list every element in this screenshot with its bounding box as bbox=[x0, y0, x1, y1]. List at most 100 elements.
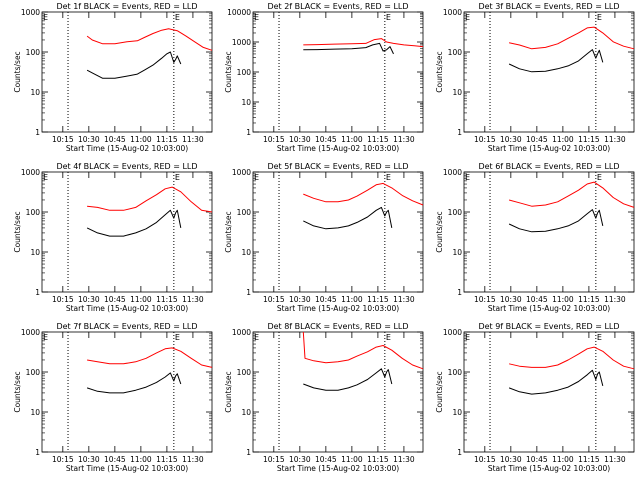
detector-panel: Det 4f BLACK = Events, RED = LLD 1 10 100 10… bbox=[13, 162, 213, 313]
interval-marker-label: E bbox=[597, 333, 602, 342]
x-tick-label: 10:30 bbox=[500, 295, 522, 304]
plot-frame bbox=[463, 11, 635, 133]
interval-marker-label: E bbox=[43, 13, 48, 22]
y-tick-label: 100 bbox=[237, 68, 252, 77]
x-axis-label: Start Time (15-Aug-02 10:03:00) bbox=[488, 144, 610, 153]
y-tick-label: 1000 bbox=[21, 168, 40, 177]
events-series-line bbox=[86, 51, 182, 79]
y-tick-label: 1 bbox=[457, 448, 462, 457]
events-series-line bbox=[86, 209, 182, 237]
x-tick-label: 11:00 bbox=[130, 135, 152, 144]
detector-panel: Det 3f BLACK = Events, RED = LLD 1 10 100 10… bbox=[435, 2, 635, 153]
plot-frame bbox=[41, 331, 213, 453]
x-axis-label: Start Time (15-Aug-02 10:03:00) bbox=[277, 304, 399, 313]
y-tick-label: 100 bbox=[448, 48, 463, 57]
y-tick-label: 10 bbox=[30, 408, 40, 417]
panel-title: Det 6f BLACK = Events, RED = LLD bbox=[478, 162, 619, 171]
x-axis-label: Start Time (15-Aug-02 10:03:00) bbox=[66, 144, 188, 153]
detector-panel: Det 1f BLACK = Events, RED = LLD 1 10 100 10… bbox=[13, 2, 213, 153]
plot-frame bbox=[463, 171, 635, 293]
plot-frame bbox=[252, 331, 424, 453]
y-tick-label: 10 bbox=[452, 408, 462, 417]
plot-frame bbox=[252, 11, 424, 133]
y-tick-label: 1000 bbox=[443, 8, 462, 17]
events-series-line bbox=[303, 42, 394, 55]
interval-marker-label: E bbox=[386, 13, 391, 22]
y-tick-label: 1 bbox=[457, 288, 462, 297]
panel-title: Det 1f BLACK = Events, RED = LLD bbox=[56, 2, 197, 11]
x-tick-label: 11:30 bbox=[182, 455, 204, 464]
plot-frame bbox=[252, 171, 424, 293]
detector-panel: Det 9f BLACK = Events, RED = LLD 1 10 100 10… bbox=[435, 322, 635, 473]
y-axis-label: Counts/sec bbox=[13, 51, 22, 92]
x-tick-label: 11:00 bbox=[130, 455, 152, 464]
x-tick-label: 10:30 bbox=[289, 295, 311, 304]
panel-title: Det 3f BLACK = Events, RED = LLD bbox=[478, 2, 619, 11]
interval-marker-label: E bbox=[254, 173, 259, 182]
lld-series-line bbox=[508, 346, 635, 370]
events-series-line bbox=[86, 372, 182, 394]
x-tick-label: 10:30 bbox=[500, 135, 522, 144]
x-tick-label: 11:30 bbox=[182, 295, 204, 304]
y-tick-label: 1 bbox=[35, 128, 40, 137]
interval-marker-label: E bbox=[254, 13, 259, 22]
x-tick-label: 10:45 bbox=[526, 295, 548, 304]
x-tick-label: 10:45 bbox=[104, 135, 126, 144]
x-tick-label: 10:45 bbox=[526, 135, 548, 144]
y-tick-label: 1000 bbox=[232, 168, 251, 177]
y-tick-label: 10 bbox=[30, 88, 40, 97]
y-axis-label: Counts/sec bbox=[13, 211, 22, 252]
x-tick-label: 11:30 bbox=[393, 295, 415, 304]
y-tick-label: 1 bbox=[246, 288, 251, 297]
events-series-line bbox=[508, 209, 604, 233]
y-axis-label: Counts/sec bbox=[224, 51, 233, 92]
x-tick-label: 11:15 bbox=[156, 135, 178, 144]
events-series-line bbox=[303, 206, 393, 230]
y-tick-label: 10000 bbox=[227, 8, 251, 17]
x-tick-label: 11:00 bbox=[341, 135, 363, 144]
x-tick-label: 10:15 bbox=[474, 295, 496, 304]
y-tick-label: 10 bbox=[30, 248, 40, 257]
x-tick-label: 11:30 bbox=[604, 135, 626, 144]
x-tick-label: 11:15 bbox=[156, 455, 178, 464]
interval-marker-label: E bbox=[386, 333, 391, 342]
x-tick-label: 10:45 bbox=[526, 455, 548, 464]
lld-series-line bbox=[303, 182, 424, 206]
x-tick-label: 10:15 bbox=[52, 455, 74, 464]
y-tick-label: 1000 bbox=[443, 168, 462, 177]
panel-title: Det 9f BLACK = Events, RED = LLD bbox=[478, 322, 619, 331]
y-tick-label: 1 bbox=[35, 288, 40, 297]
y-axis-label: Counts/sec bbox=[224, 211, 233, 252]
x-tick-label: 10:15 bbox=[263, 135, 285, 144]
y-tick-label: 1 bbox=[246, 448, 251, 457]
y-axis-label: Counts/sec bbox=[435, 371, 444, 412]
y-tick-label: 10 bbox=[452, 248, 462, 257]
lld-series-line bbox=[303, 38, 424, 48]
x-axis-label: Start Time (15-Aug-02 10:03:00) bbox=[66, 464, 188, 473]
y-tick-label: 100 bbox=[237, 368, 252, 377]
detector-panel: Det 8f BLACK = Events, RED = LLD 1 10 100 10… bbox=[224, 322, 424, 473]
interval-marker-label: E bbox=[43, 173, 48, 182]
x-tick-label: 10:30 bbox=[289, 135, 311, 144]
y-tick-label: 1000 bbox=[21, 328, 40, 337]
events-series-line bbox=[508, 369, 604, 395]
interval-marker-label: E bbox=[465, 333, 470, 342]
y-tick-label: 100 bbox=[237, 208, 252, 217]
panel-title: Det 5f BLACK = Events, RED = LLD bbox=[267, 162, 408, 171]
x-tick-label: 10:45 bbox=[315, 295, 337, 304]
x-tick-label: 10:45 bbox=[315, 135, 337, 144]
x-axis-label: Start Time (15-Aug-02 10:03:00) bbox=[277, 144, 399, 153]
y-tick-label: 10 bbox=[452, 88, 462, 97]
y-axis-label: Counts/sec bbox=[224, 371, 233, 412]
interval-marker-label: E bbox=[175, 333, 180, 342]
x-tick-label: 10:15 bbox=[474, 455, 496, 464]
detector-panel: Det 2f BLACK = Events, RED = LLD 1 10 100 10… bbox=[224, 2, 424, 153]
y-tick-label: 10 bbox=[241, 98, 251, 107]
y-tick-label: 100 bbox=[26, 48, 41, 57]
x-tick-label: 11:00 bbox=[552, 135, 574, 144]
panel-title: Det 8f BLACK = Events, RED = LLD bbox=[267, 322, 408, 331]
x-tick-label: 10:15 bbox=[52, 295, 74, 304]
interval-marker-label: E bbox=[43, 333, 48, 342]
x-tick-label: 11:00 bbox=[341, 295, 363, 304]
interval-marker-label: E bbox=[386, 173, 391, 182]
